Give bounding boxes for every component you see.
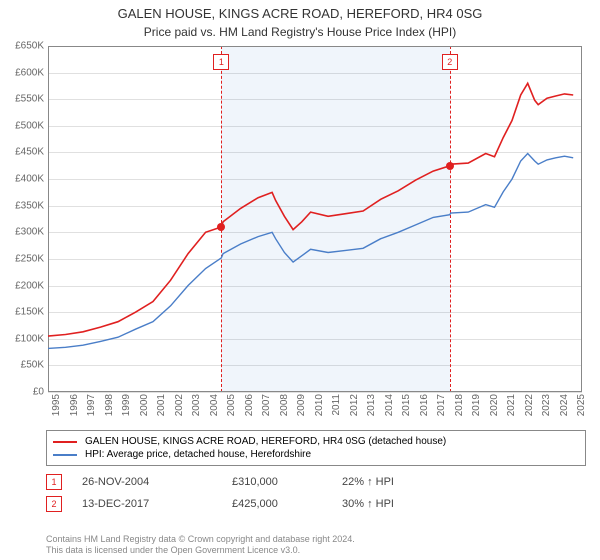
chart-subtitle: Price paid vs. HM Land Registry's House … (0, 25, 600, 39)
x-tick-label: 2005 (226, 394, 237, 416)
y-tick-label: £650K (0, 41, 44, 52)
x-tick-label: 2004 (209, 394, 220, 416)
chart-lines (48, 46, 582, 392)
legend: GALEN HOUSE, KINGS ACRE ROAD, HEREFORD, … (46, 430, 586, 466)
y-tick-label: £550K (0, 94, 44, 105)
chart-title: GALEN HOUSE, KINGS ACRE ROAD, HEREFORD, … (0, 0, 600, 23)
footer-note: Contains HM Land Registry data © Crown c… (46, 534, 355, 557)
x-tick-label: 2023 (541, 394, 552, 416)
sale-marker-box: 1 (46, 474, 62, 490)
x-tick-label: 2018 (454, 394, 465, 416)
legend-swatch (53, 454, 77, 456)
legend-swatch (53, 441, 77, 443)
y-tick-label: £500K (0, 120, 44, 131)
series-property (48, 83, 573, 336)
series-hpi (48, 154, 573, 349)
x-tick-label: 2021 (506, 394, 517, 416)
x-tick-label: 2017 (436, 394, 447, 416)
sale-row: 1 26-NOV-2004 £310,000 22% ↑ HPI (46, 474, 586, 490)
x-tick-label: 1995 (51, 394, 62, 416)
y-tick-label: £100K (0, 333, 44, 344)
x-tick-label: 1996 (69, 394, 80, 416)
x-tick-label: 1997 (86, 394, 97, 416)
x-tick-label: 2016 (419, 394, 430, 416)
x-tick-label: 2024 (559, 394, 570, 416)
y-tick-label: £600K (0, 67, 44, 78)
sale-date: 13-DEC-2017 (82, 498, 232, 510)
y-tick-label: £250K (0, 253, 44, 264)
gridline (48, 392, 582, 393)
sale-row: 2 13-DEC-2017 £425,000 30% ↑ HPI (46, 496, 586, 512)
x-tick-label: 1998 (104, 394, 115, 416)
x-tick-label: 2020 (489, 394, 500, 416)
marker-box: 2 (442, 54, 458, 70)
x-tick-label: 2006 (244, 394, 255, 416)
legend-label: GALEN HOUSE, KINGS ACRE ROAD, HEREFORD, … (85, 436, 446, 447)
x-tick-label: 2007 (261, 394, 272, 416)
x-tick-label: 2013 (366, 394, 377, 416)
x-tick-label: 2001 (156, 394, 167, 416)
x-tick-label: 2009 (296, 394, 307, 416)
x-tick-label: 2022 (524, 394, 535, 416)
sale-date: 26-NOV-2004 (82, 476, 232, 488)
x-tick-label: 2025 (576, 394, 587, 416)
y-tick-label: £150K (0, 307, 44, 318)
x-tick-label: 2010 (314, 394, 325, 416)
sale-marker-box: 2 (46, 496, 62, 512)
x-tick-label: 2019 (471, 394, 482, 416)
sale-price: £310,000 (232, 476, 342, 488)
x-tick-label: 2011 (331, 394, 342, 416)
footer-line: Contains HM Land Registry data © Crown c… (46, 534, 355, 545)
y-tick-label: £400K (0, 174, 44, 185)
x-tick-label: 1999 (121, 394, 132, 416)
x-tick-label: 2003 (191, 394, 202, 416)
y-tick-label: £0 (0, 387, 44, 398)
sale-dot (217, 223, 225, 231)
x-tick-label: 2014 (384, 394, 395, 416)
sale-dot (446, 162, 454, 170)
sale-diff: 22% ↑ HPI (342, 476, 452, 488)
legend-item: GALEN HOUSE, KINGS ACRE ROAD, HEREFORD, … (53, 435, 579, 448)
y-tick-label: £300K (0, 227, 44, 238)
sale-price: £425,000 (232, 498, 342, 510)
sale-diff: 30% ↑ HPI (342, 498, 452, 510)
y-tick-label: £200K (0, 280, 44, 291)
legend-label: HPI: Average price, detached house, Here… (85, 449, 311, 460)
marker-box: 1 (213, 54, 229, 70)
legend-item: HPI: Average price, detached house, Here… (53, 448, 579, 461)
footer-line: This data is licensed under the Open Gov… (46, 545, 355, 556)
x-tick-label: 2012 (349, 394, 360, 416)
y-tick-label: £450K (0, 147, 44, 158)
x-tick-label: 2000 (139, 394, 150, 416)
x-tick-label: 2015 (401, 394, 412, 416)
y-tick-label: £350K (0, 200, 44, 211)
x-tick-label: 2002 (174, 394, 185, 416)
y-tick-label: £50K (0, 360, 44, 371)
x-tick-label: 2008 (279, 394, 290, 416)
